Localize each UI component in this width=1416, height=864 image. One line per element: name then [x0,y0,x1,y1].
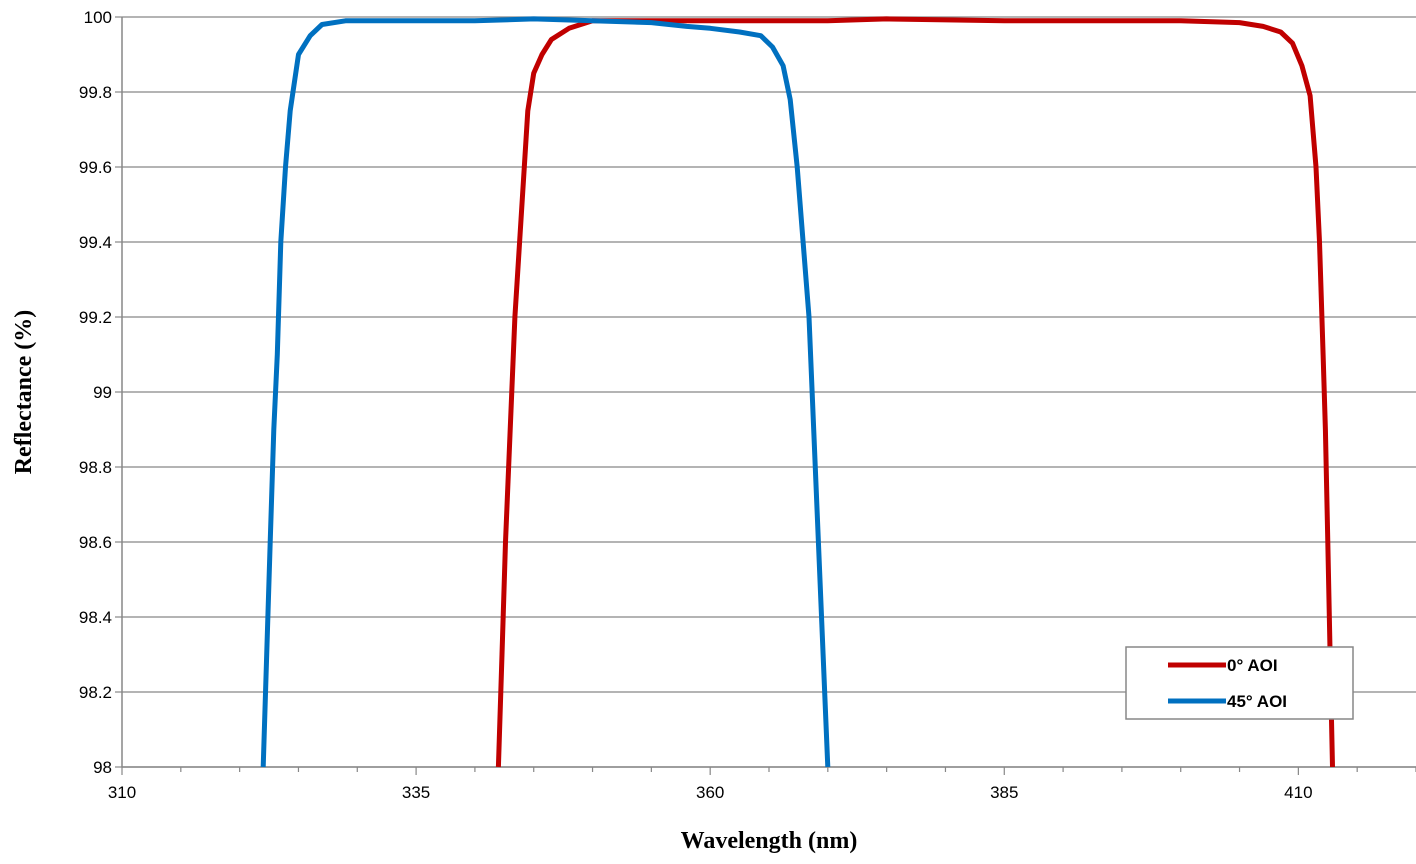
x-axis-title: Wavelength (nm) [681,828,858,854]
x-tick-label: 385 [990,783,1018,802]
legend: 0° AOI 45° AOI [1125,646,1354,720]
x-tick-label: 360 [696,783,724,802]
gridlines [122,16,1416,768]
series-line-0-deg-aoi [495,16,1335,768]
axes [115,16,1416,775]
y-axis-title: Reflectance (%) [11,310,37,475]
legend-box [1125,646,1354,720]
x-tick-labels: 310 335 360 385 410 [108,783,1313,802]
y-tick-label: 99.6 [79,158,112,177]
y-tick-label: 98.8 [79,458,112,477]
y-tick-labels: 98 98.2 98.4 98.6 98.8 99 99.2 99.4 99.6 99.8 100 [79,8,112,777]
x-tick-label: 410 [1284,783,1312,802]
legend-label: 0° AOI [1227,656,1278,675]
series-layer [260,16,1335,768]
y-tick-label: 98.2 [79,683,112,702]
y-tick-label: 99.4 [79,233,112,252]
y-tick-label: 100 [84,8,112,27]
series-line-45-deg-aoi [260,16,831,768]
y-tick-label: 99.2 [79,308,112,327]
y-tick-label: 99.8 [79,83,112,102]
x-tick-label: 310 [108,783,136,802]
y-tick-label: 98.6 [79,533,112,552]
y-tick-label: 99 [93,383,112,402]
x-tick-label: 335 [402,783,430,802]
legend-label: 45° AOI [1227,692,1287,711]
y-tick-label: 98 [93,758,112,777]
y-tick-label: 98.4 [79,608,112,627]
